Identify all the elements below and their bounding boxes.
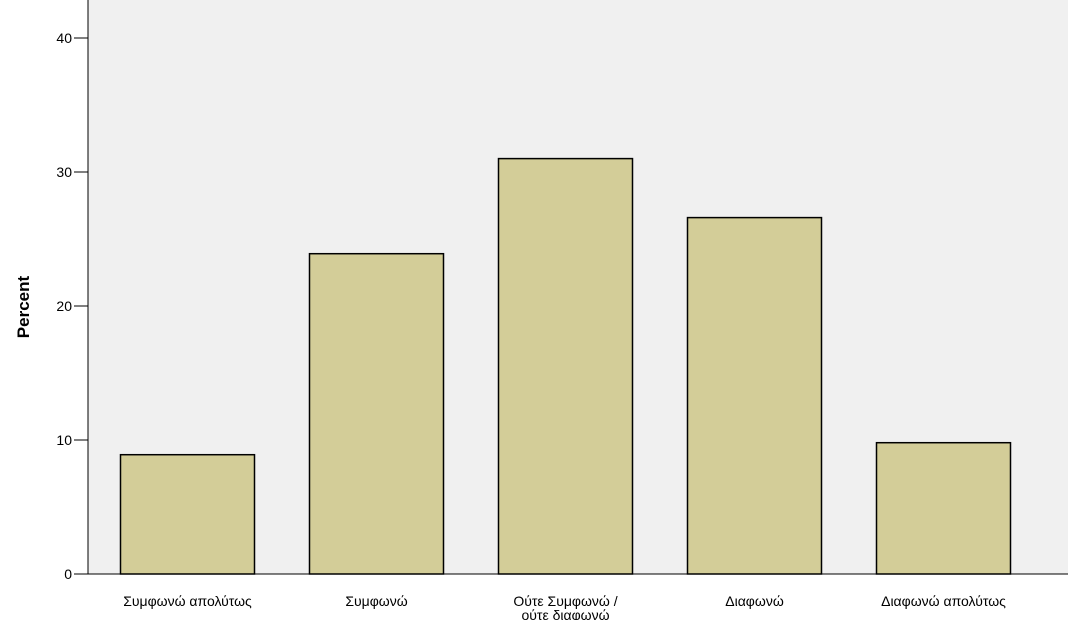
category-label-3: Ούτε Συμφωνώ / ούτε διαφωνώ	[513, 593, 617, 620]
x-axis: Συμφωνώ απολύτως Συμφωνώ Ούτε Συμφωνώ / ούτ…	[88, 573, 1068, 620]
y-tick-label-0: 0	[64, 566, 72, 582]
y-tick-label-30: 30	[56, 164, 72, 180]
y-axis: 0 10 20 30 40	[56, 0, 89, 582]
bars-group	[119, 157, 1012, 575]
category-label-5: Διαφωνώ απολύτως	[881, 593, 1006, 609]
category-label-1: Συμφωνώ απολύτως	[123, 593, 252, 609]
bar-1	[119, 453, 256, 575]
y-tick-label-20: 20	[56, 298, 72, 314]
bar-4	[686, 216, 823, 575]
y-tick-label-10: 10	[56, 432, 72, 448]
y-axis-title: Percent	[14, 275, 33, 338]
bar-3	[497, 157, 634, 575]
bar-2	[308, 252, 445, 575]
bar-5	[875, 441, 1012, 575]
category-label-2: Συμφωνώ	[345, 593, 407, 609]
category-label-4: Διαφωνώ	[725, 593, 784, 609]
y-tick-label-40: 40	[56, 30, 72, 46]
